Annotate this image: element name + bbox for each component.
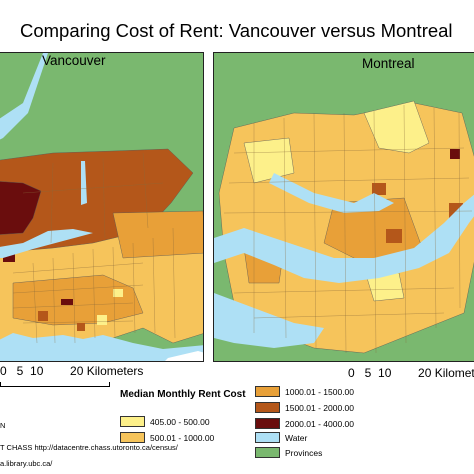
rent-patch	[77, 323, 85, 331]
legend-item: Provinces	[255, 447, 322, 458]
legend-label: 500.01 - 1000.00	[150, 432, 215, 443]
montreal-label: Montreal	[362, 56, 415, 71]
scale-units: Kilometers	[86, 364, 144, 378]
legend-swatch	[120, 416, 145, 427]
scale-bar-vancouver: 0 5 10 20 Kilometers	[0, 364, 144, 387]
rent-region-east	[112, 210, 203, 259]
vancouver-map-panel: Vancouver	[0, 52, 204, 362]
legend-swatch	[255, 402, 280, 413]
water-riviere	[269, 173, 394, 213]
rent-patch	[38, 311, 48, 321]
vancouver-label: Vancouver	[42, 53, 106, 68]
rent-patch	[386, 229, 402, 243]
district-boundaries	[223, 104, 473, 354]
montreal-map	[214, 53, 474, 361]
scale-bar-montreal: 0 5 10 20 Kilometers	[348, 366, 474, 380]
rent-patch	[113, 289, 123, 297]
legend-label: 405.00 - 500.00	[150, 416, 210, 427]
legend-item: 1000.01 - 1500.00	[255, 386, 354, 397]
montreal-map-panel: Montreal	[213, 52, 474, 362]
rent-patch	[97, 315, 107, 325]
water-lake	[214, 293, 324, 348]
source-line-1: N	[0, 421, 6, 430]
scale-bar-line	[0, 382, 110, 387]
water-indian-arm	[81, 161, 87, 205]
source-line-2: T CHASS http://datacentre.chass.utoronto…	[0, 443, 178, 452]
legend-swatch	[255, 386, 280, 397]
legend-swatch	[255, 418, 280, 429]
legend-item: 405.00 - 500.00	[120, 416, 210, 427]
scale-ticks: 0 5 10 20	[348, 366, 432, 380]
legend-label: Water	[285, 432, 308, 443]
map-title: Comparing Cost of Rent: Vancouver versus…	[20, 20, 453, 41]
legend-item: 2000.01 - 4000.00	[255, 418, 354, 429]
rent-region-high	[0, 181, 42, 235]
legend-label: 1000.01 - 1500.00	[285, 386, 355, 397]
water-fraser	[0, 333, 203, 361]
legend-swatch	[255, 432, 280, 443]
water-area	[0, 53, 48, 140]
legend-item: 500.01 - 1000.00	[120, 432, 214, 443]
source-line-3: a.library.ubc.ca/	[0, 459, 53, 468]
legend-label: 1500.01 - 2000.00	[285, 402, 355, 413]
water-st-lawrence	[214, 194, 474, 283]
rent-patch	[61, 299, 73, 305]
rent-region-low	[363, 100, 430, 154]
legend-item: Water	[255, 432, 307, 443]
rent-region-low	[243, 137, 295, 184]
legend-label: 2000.01 - 4000.00	[285, 418, 355, 429]
district-boundaries	[12, 152, 176, 344]
rent-patch	[450, 149, 460, 159]
water-inlet	[0, 229, 93, 258]
blank-area	[165, 351, 203, 361]
legend-swatch	[120, 432, 145, 443]
rent-patch	[372, 183, 386, 195]
legend-item: 1500.01 - 2000.00	[255, 402, 354, 413]
vancouver-map	[0, 53, 203, 361]
scale-ticks: 0 5 10 20	[0, 364, 84, 378]
scale-units: Kilometers	[434, 366, 474, 380]
legend-swatch	[255, 447, 280, 458]
legend-title: Median Monthly Rent Cost	[120, 389, 246, 400]
legend-label: Provinces	[285, 447, 323, 458]
